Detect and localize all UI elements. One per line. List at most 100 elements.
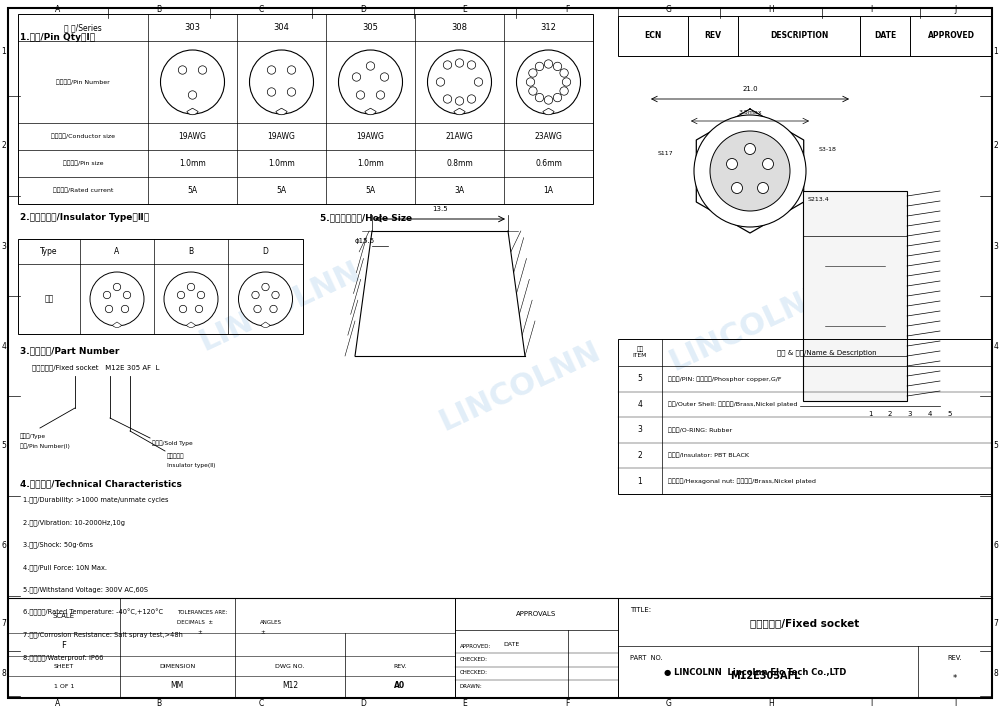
Circle shape bbox=[113, 283, 121, 291]
Text: 4: 4 bbox=[928, 411, 932, 417]
Text: 1: 1 bbox=[2, 47, 6, 56]
Text: 1A: 1A bbox=[544, 186, 554, 195]
Text: 3.冲击/Shock: 50g·6ms: 3.冲击/Shock: 50g·6ms bbox=[23, 542, 93, 549]
Text: LINCOLNN: LINCOLNN bbox=[435, 336, 605, 436]
Circle shape bbox=[254, 305, 261, 313]
Circle shape bbox=[380, 73, 389, 81]
Text: 305: 305 bbox=[363, 23, 378, 32]
Text: 8: 8 bbox=[2, 669, 6, 678]
Circle shape bbox=[262, 283, 269, 291]
Text: 8: 8 bbox=[994, 669, 998, 678]
Text: 名称 & 规格/Name & Description: 名称 & 规格/Name & Description bbox=[777, 349, 877, 356]
Text: D: D bbox=[263, 247, 268, 256]
Circle shape bbox=[267, 66, 276, 74]
Text: REV.: REV. bbox=[393, 664, 407, 669]
Text: 304: 304 bbox=[274, 23, 289, 32]
Circle shape bbox=[287, 88, 296, 96]
Wedge shape bbox=[186, 322, 196, 328]
Text: G: G bbox=[666, 4, 672, 13]
Text: 焊接式/Sold Type: 焊接式/Sold Type bbox=[152, 441, 193, 445]
Text: 5: 5 bbox=[948, 411, 952, 417]
Text: 外壳/Outer Shell: 黄铜镀镀/Brass,Nickel plated: 外壳/Outer Shell: 黄铜镀镀/Brass,Nickel plated bbox=[668, 402, 798, 407]
Circle shape bbox=[562, 78, 571, 86]
Text: DESCRIPTION: DESCRIPTION bbox=[770, 32, 828, 40]
Text: 5: 5 bbox=[638, 374, 642, 383]
Text: D: D bbox=[360, 700, 366, 706]
Circle shape bbox=[366, 62, 375, 70]
Circle shape bbox=[338, 50, 402, 114]
Text: MM: MM bbox=[170, 681, 184, 690]
Circle shape bbox=[428, 50, 492, 114]
Text: APPROVALS: APPROVALS bbox=[516, 611, 556, 617]
Text: 4: 4 bbox=[638, 400, 642, 409]
Text: 型号: 型号 bbox=[44, 294, 54, 304]
Text: 3: 3 bbox=[994, 241, 998, 251]
Text: S213.4: S213.4 bbox=[807, 196, 829, 201]
Text: 5A: 5A bbox=[187, 186, 198, 195]
Text: 6: 6 bbox=[994, 542, 998, 551]
Text: Type: Type bbox=[40, 247, 58, 256]
Circle shape bbox=[529, 87, 537, 95]
Text: PART  NO.: PART NO. bbox=[630, 655, 663, 661]
Text: 19AWG: 19AWG bbox=[179, 132, 206, 141]
Text: ±: ± bbox=[260, 630, 265, 635]
Circle shape bbox=[178, 66, 187, 74]
Text: 7.盐雾/Corrosion Resistance: Salt spray test,>48h: 7.盐雾/Corrosion Resistance: Salt spray te… bbox=[23, 632, 183, 638]
Text: REV.: REV. bbox=[948, 655, 962, 661]
Circle shape bbox=[535, 93, 544, 102]
Text: 额定电流/Rated current: 额定电流/Rated current bbox=[53, 188, 113, 193]
Text: A: A bbox=[55, 700, 61, 706]
Bar bbox=[618, 339, 992, 494]
Circle shape bbox=[267, 88, 276, 96]
Text: 导体直径/Pin size: 导体直径/Pin size bbox=[63, 161, 103, 167]
Text: DWG NO.: DWG NO. bbox=[275, 664, 305, 669]
Circle shape bbox=[239, 272, 292, 326]
Circle shape bbox=[694, 115, 806, 227]
Circle shape bbox=[467, 95, 476, 103]
Text: 孔位排列/Pin Number: 孔位排列/Pin Number bbox=[56, 79, 110, 85]
Wedge shape bbox=[261, 322, 270, 328]
Circle shape bbox=[105, 305, 113, 313]
Text: 2: 2 bbox=[994, 141, 998, 150]
Text: LINCOLNN: LINCOLNN bbox=[195, 256, 365, 356]
Text: 3.5max: 3.5max bbox=[738, 109, 762, 114]
Text: F: F bbox=[62, 642, 66, 650]
Circle shape bbox=[376, 91, 385, 100]
Text: 7: 7 bbox=[994, 619, 998, 628]
Circle shape bbox=[560, 87, 568, 95]
Circle shape bbox=[467, 61, 476, 69]
Text: 21.0: 21.0 bbox=[742, 86, 758, 92]
Text: B: B bbox=[188, 247, 194, 256]
Circle shape bbox=[270, 305, 277, 313]
Text: 1.0mm: 1.0mm bbox=[268, 159, 295, 168]
Text: 312: 312 bbox=[541, 23, 556, 32]
Text: LINCOLNN: LINCOLNN bbox=[665, 276, 835, 376]
Circle shape bbox=[544, 96, 553, 104]
Text: DRAWN:: DRAWN: bbox=[460, 684, 483, 689]
Text: 308: 308 bbox=[452, 23, 468, 32]
Text: ECN: ECN bbox=[644, 32, 662, 40]
Bar bbox=[618, 16, 992, 56]
Text: 5: 5 bbox=[2, 441, 6, 450]
Text: CHECKED:: CHECKED: bbox=[460, 657, 488, 662]
Text: 针数/Pin Number(Ⅰ): 针数/Pin Number(Ⅰ) bbox=[20, 443, 70, 449]
Circle shape bbox=[732, 182, 742, 193]
Text: 系 列/Series: 系 列/Series bbox=[64, 23, 102, 32]
Text: H: H bbox=[768, 4, 774, 13]
Text: E: E bbox=[463, 700, 467, 706]
Text: 5A: 5A bbox=[365, 186, 376, 195]
Text: 4: 4 bbox=[2, 342, 6, 350]
Text: 5.面板开孔尺寸/Hole Size: 5.面板开孔尺寸/Hole Size bbox=[320, 213, 412, 222]
Circle shape bbox=[195, 305, 203, 313]
Text: 0.8mm: 0.8mm bbox=[446, 159, 473, 168]
Circle shape bbox=[197, 292, 205, 299]
Circle shape bbox=[744, 143, 756, 155]
Text: DECIMALS  ±: DECIMALS ± bbox=[177, 619, 213, 625]
Text: 3.编码原则/Part Number: 3.编码原则/Part Number bbox=[20, 347, 119, 356]
Text: 2: 2 bbox=[638, 451, 642, 460]
Wedge shape bbox=[454, 108, 465, 115]
Circle shape bbox=[763, 159, 774, 169]
Text: 303: 303 bbox=[184, 23, 200, 32]
Text: APPROVED:: APPROVED: bbox=[460, 643, 491, 649]
Text: 1 OF 1: 1 OF 1 bbox=[54, 683, 74, 688]
